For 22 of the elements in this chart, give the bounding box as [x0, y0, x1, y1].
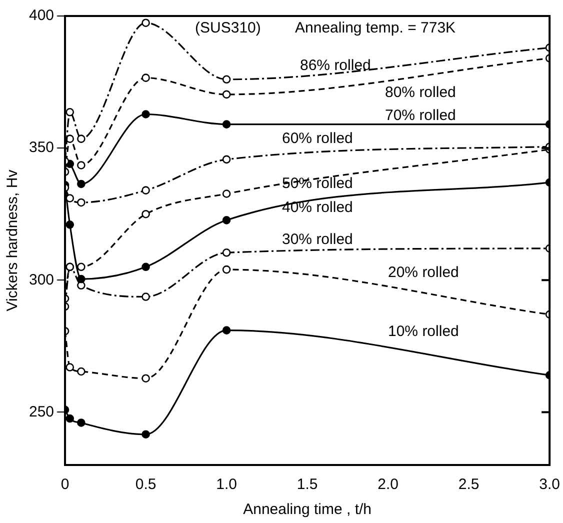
series-label: 20% rolled — [388, 264, 459, 281]
y-tick-label: 350 — [28, 139, 54, 156]
x-tick-label: 2.0 — [378, 476, 398, 494]
y-tick-label: 250 — [28, 403, 54, 420]
y-tick-label: 400 — [28, 7, 54, 24]
series-label: 70% rolled — [385, 107, 456, 124]
y-axis-title: Vickers hardness, Hv — [4, 169, 22, 312]
series-label: 60% rolled — [282, 130, 353, 147]
x-tick-label: 1.5 — [296, 476, 318, 494]
x-tick-label: 1.0 — [216, 476, 237, 494]
x-tick-label: 0.5 — [135, 476, 156, 494]
chart-subtitle: Annealing temp. = 773K — [295, 20, 456, 37]
x-tick-label: 3.0 — [539, 476, 560, 494]
series-label: 80% rolled — [385, 84, 456, 101]
series-label: 86% rolled — [300, 57, 371, 74]
x-axis-title: Annealing time , t/h — [243, 501, 372, 518]
y-tick-label: 300 — [28, 271, 54, 288]
series-label: 30% rolled — [282, 231, 353, 248]
chart-title: (SUS310) — [195, 20, 261, 37]
x-tick-label: 2.5 — [458, 476, 480, 494]
series-label: 10% rolled — [388, 323, 459, 340]
x-tick-label: 0 — [60, 476, 70, 494]
